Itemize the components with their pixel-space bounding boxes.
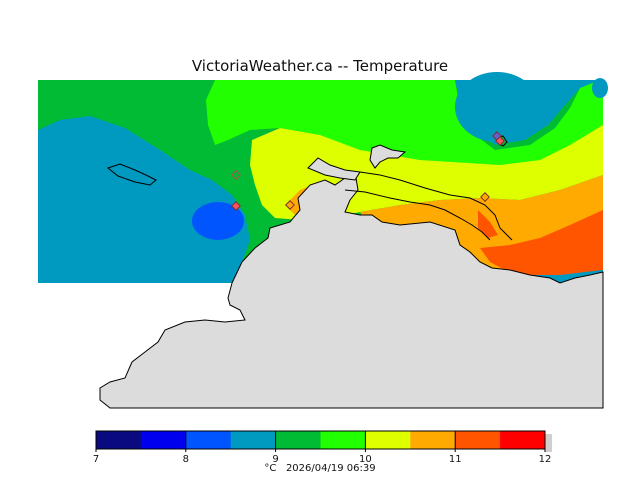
temp-region-corner xyxy=(592,78,608,98)
colorbar-swatch xyxy=(185,431,232,449)
land-inlet-coast-2 xyxy=(344,189,491,241)
colorbar-tick-label: 10 xyxy=(359,454,372,465)
temp-region-8.5-9-cold-spot xyxy=(192,202,244,240)
colorbar-swatch xyxy=(320,431,366,449)
colorbar-swatch xyxy=(455,431,501,449)
colorbar-shadow xyxy=(545,434,552,452)
colorbar-swatch xyxy=(365,431,411,449)
station-marker xyxy=(231,170,241,180)
timestamp: 2026/04/19 06:39 xyxy=(285,463,376,474)
unit-label: °C xyxy=(264,463,277,474)
colorbar-swatch xyxy=(230,431,277,449)
colorbar-tick-label: 9 xyxy=(272,454,278,465)
colorbar-swatch xyxy=(410,431,456,449)
colorbar-swatch xyxy=(96,431,142,449)
station-marker xyxy=(480,192,490,202)
colorbar-swatch xyxy=(140,431,187,449)
station-marker xyxy=(231,201,241,211)
colorbar-caption: °C 2026/04/19 06:39 xyxy=(0,463,640,474)
colorbar-ticks: 7 8 9 10 11 12 xyxy=(93,431,552,465)
temp-region-9.5-10 xyxy=(206,80,603,165)
colorbar-swatch xyxy=(275,431,321,449)
colorbar-tick-label: 11 xyxy=(449,454,462,465)
temp-region-10-10.5-north xyxy=(455,72,539,142)
station-marker xyxy=(285,200,295,210)
colorbar-tick-label: 7 xyxy=(93,454,99,465)
colorbar-tick-label: 12 xyxy=(539,454,552,465)
colorbar-swatch xyxy=(500,431,546,449)
station-marker xyxy=(495,136,505,146)
land-inlet-coast xyxy=(359,171,513,241)
island-west xyxy=(106,163,157,186)
colorbar-tick-label: 8 xyxy=(183,454,189,465)
colorbar-swatches xyxy=(96,431,546,449)
land-north-peninsula xyxy=(369,144,407,169)
map-title: VictoriaWeather.ca -- Temperature xyxy=(191,57,449,75)
land-mainland xyxy=(99,171,604,409)
temp-region-11-11.5 xyxy=(478,210,603,275)
